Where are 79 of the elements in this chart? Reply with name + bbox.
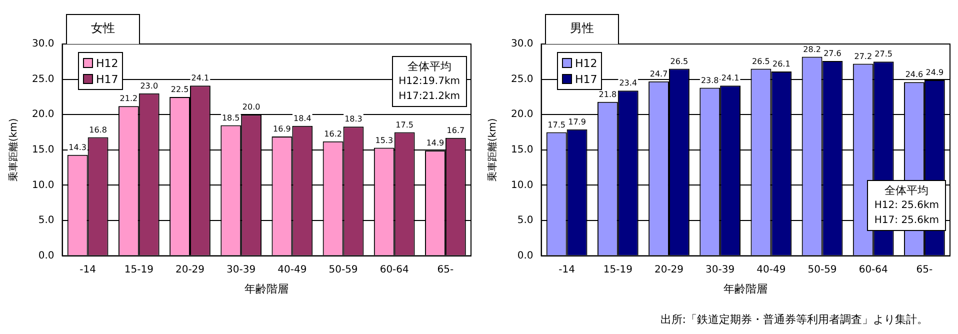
data-label: 17.5 xyxy=(396,120,414,130)
data-label: 26.5 xyxy=(670,56,688,66)
legend-label: H12 xyxy=(575,56,598,70)
x-tick-label: 30-39 xyxy=(226,264,256,276)
data-label: 18.3 xyxy=(344,114,362,124)
data-label: 23.8 xyxy=(700,76,719,85)
data-label: 26.1 xyxy=(772,60,790,69)
data-label: 16.9 xyxy=(273,124,291,134)
y-tick-label: 15.0 xyxy=(32,144,54,156)
data-label: 16.2 xyxy=(324,130,342,139)
text: 出所:「鉄道定期券・普通券等利用者調査」より集計。 xyxy=(660,312,928,327)
x-axis-title: 年齢階層 xyxy=(244,282,289,296)
annotation: 全体平均 xyxy=(884,183,930,198)
data-label: 23.0 xyxy=(140,82,158,90)
data-label: 21.8 xyxy=(598,90,617,99)
data-label: 28.2 xyxy=(803,44,821,54)
y-tick-label: 20.0 xyxy=(511,109,534,120)
data-label: 14.3 xyxy=(68,142,86,152)
annotation: H17:21.2km xyxy=(398,90,460,104)
data-label: 24.1 xyxy=(721,74,740,83)
data-label: 14.9 xyxy=(426,138,444,148)
y-tick-label: 0.0 xyxy=(517,250,534,262)
annotation: H17: 25.6km xyxy=(874,214,939,228)
data-label: 20.0 xyxy=(242,102,260,112)
y-tick-label: 0.0 xyxy=(38,250,54,262)
data-label: 23.4 xyxy=(619,78,638,88)
data-label: 17.9 xyxy=(568,118,586,127)
y-tick-label: 15.0 xyxy=(511,144,534,156)
legend-label: H12 xyxy=(96,56,118,70)
data-label: 27.2 xyxy=(854,52,872,61)
x-tick-label: 30-39 xyxy=(706,264,735,276)
y-tick-label: 10.0 xyxy=(32,180,54,191)
data-label: 18.5 xyxy=(222,113,240,122)
y-tick-label: 30.0 xyxy=(32,38,54,50)
y-tick-label: 25.0 xyxy=(32,74,54,85)
x-tick-label: 20-29 xyxy=(654,264,684,276)
x-tick-label: 60-64 xyxy=(380,264,409,276)
x-tick-label: 50-59 xyxy=(328,264,358,276)
data-label: 24.6 xyxy=(905,70,924,80)
x-tick-label: 40-49 xyxy=(278,264,307,276)
y-axis-title: 乗車距離(km) xyxy=(8,118,20,182)
y-tick-label: 30.0 xyxy=(511,38,534,50)
data-label: 16.7 xyxy=(446,126,465,135)
data-label: 24.1 xyxy=(191,74,210,83)
x-tick-label: 60-64 xyxy=(858,264,888,276)
data-label: 15.3 xyxy=(375,136,394,145)
x-tick-label: 50-59 xyxy=(808,264,837,276)
x-tick-label: 40-49 xyxy=(756,264,786,276)
x-tick-label: 65- xyxy=(437,264,454,276)
data-label: 27.5 xyxy=(874,50,892,59)
data-label: 21.2 xyxy=(120,94,138,104)
annotation: H12:19.7km xyxy=(398,75,460,89)
y-tick-label: 20.0 xyxy=(32,109,54,120)
x-tick-label: 15-19 xyxy=(124,264,154,276)
data-label: 26.5 xyxy=(752,56,770,66)
x-tick-label: 20-29 xyxy=(175,264,205,276)
x-tick-label: -14 xyxy=(80,264,96,276)
data-label: 24.9 xyxy=(926,68,944,78)
annotation: H12: 25.6km xyxy=(874,199,939,213)
data-label: 18.4 xyxy=(293,114,312,123)
x-axis-title: 年齢階層 xyxy=(724,282,768,296)
x-tick-label: 65- xyxy=(916,264,934,276)
legend-label: H17 xyxy=(96,72,118,86)
data-label: 22.5 xyxy=(170,85,189,94)
x-tick-label: 15-19 xyxy=(603,264,632,276)
x-tick-label: -14 xyxy=(558,264,575,276)
data-label: 27.6 xyxy=(824,49,842,58)
annotation: 全体平均 xyxy=(406,59,452,74)
y-tick-label: 25.0 xyxy=(511,74,534,85)
chart-title: 男性 xyxy=(545,14,619,44)
y-tick-label: 5.0 xyxy=(38,215,54,226)
data-label: 16.8 xyxy=(89,125,107,134)
data-label: 24.7 xyxy=(650,69,668,78)
chart-title: 女性 xyxy=(66,14,140,44)
y-tick-label: 5.0 xyxy=(517,215,534,226)
y-tick-label: 10.0 xyxy=(511,180,534,191)
data-label: 17.5 xyxy=(548,120,566,130)
legend-label: H17 xyxy=(575,72,598,86)
y-axis-title: 乗車距離(km) xyxy=(486,118,499,182)
